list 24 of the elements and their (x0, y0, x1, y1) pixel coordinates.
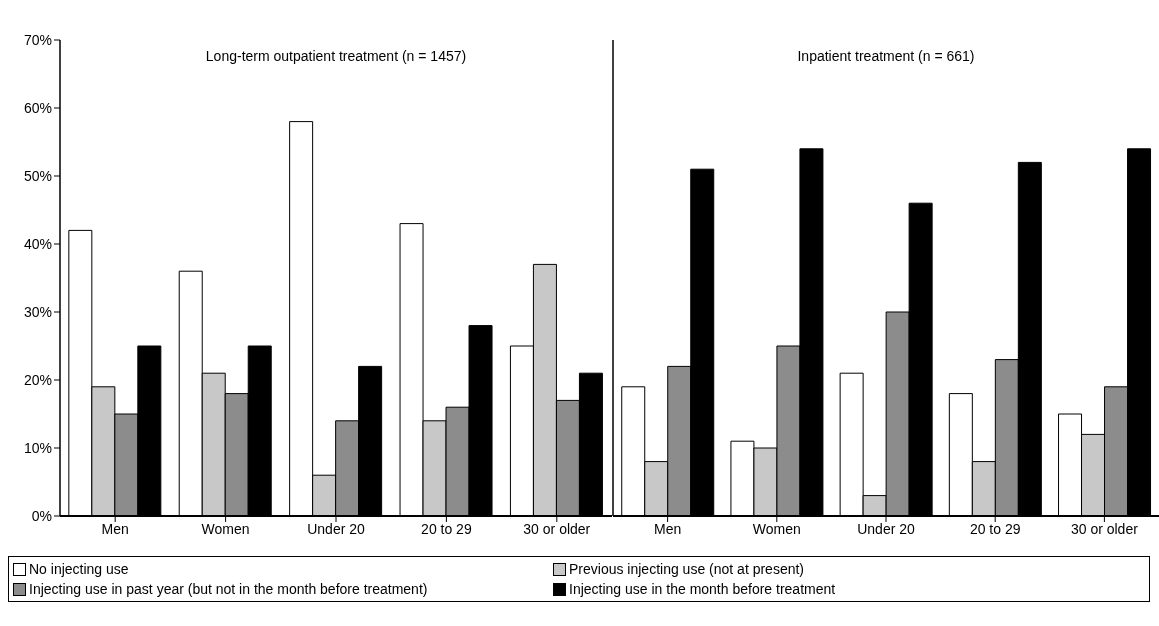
x-tick-label: 30 or older (1070, 520, 1139, 537)
legend-label: Previous injecting use (not at present) (569, 561, 805, 577)
x-tick-label: 30 or older (523, 520, 591, 537)
y-tick-label: 40% (23, 235, 52, 252)
x-tick-label: 20 to 29 (421, 520, 472, 537)
x-tick-label: Men (101, 520, 129, 537)
text: Long-term outpatient treatment (n = 1457) (204, 48, 468, 64)
y-tick-label: 30% (23, 303, 52, 320)
x-tick-label: Women (752, 520, 801, 537)
x-tick-label: Under 20 (857, 520, 916, 537)
y-tick-label: 0% (31, 507, 52, 524)
y-tick-label: 60% (23, 99, 52, 116)
y-tick-label: 10% (23, 439, 52, 456)
y-tick-label: 50% (23, 167, 52, 184)
x-tick-label: Women (201, 520, 250, 537)
x-tick-label: 20 to 29 (969, 520, 1021, 537)
x-tick-label: Under 20 (307, 520, 366, 537)
text: Inpatient treatment (n = 661) (796, 48, 976, 64)
legend-label: Injecting use in the month before treatment (569, 581, 836, 597)
x-tick-label: Men (653, 520, 682, 537)
legend-label: Injecting use in past year (but not in the month before treatment) (29, 581, 428, 597)
legend-label: No injecting use (29, 561, 129, 577)
y-tick-label: 70% (23, 31, 52, 48)
y-tick-label: 20% (23, 371, 52, 388)
